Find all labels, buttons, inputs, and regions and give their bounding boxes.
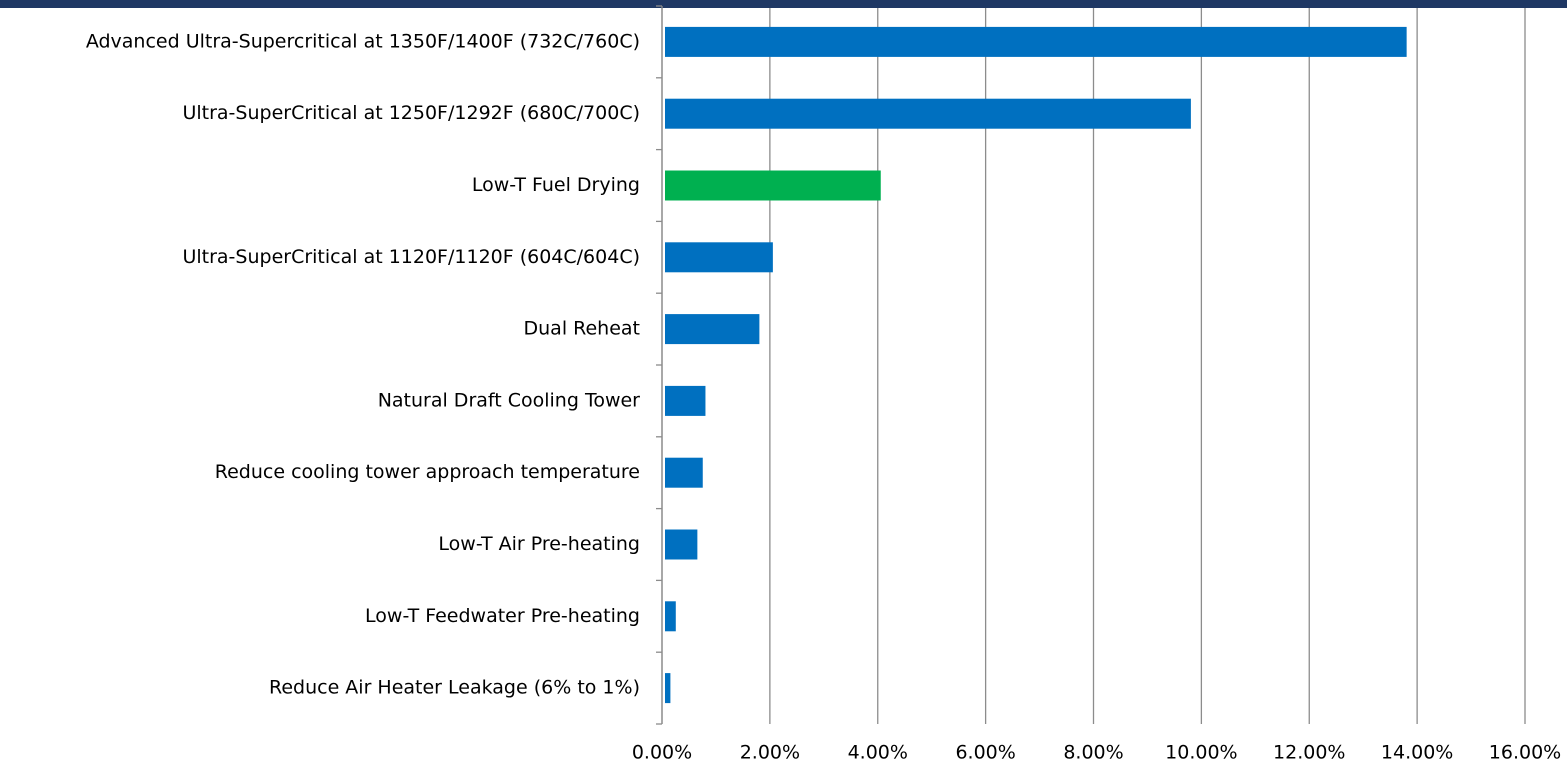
bar (665, 457, 703, 488)
y-tick-label: Low-T Fuel Drying (472, 174, 640, 196)
x-tick-label: 6.00% (955, 742, 1015, 764)
bar (665, 98, 1191, 129)
x-tick-label: 4.00% (848, 742, 908, 764)
x-tick-label: 0.00% (632, 742, 692, 764)
bar (665, 242, 773, 273)
top-band (0, 0, 1567, 8)
bar (665, 385, 706, 416)
bar (665, 314, 760, 345)
y-tick-label: Ultra-SuperCritical at 1250F/1292F (680C… (182, 102, 640, 124)
x-tick-label: 16.00% (1489, 742, 1561, 764)
bar (665, 529, 698, 560)
y-tick-label: Reduce Air Heater Leakage (6% to 1%) (269, 677, 640, 699)
y-tick-label: Dual Reheat (524, 318, 641, 340)
y-tick-label: Natural Draft Cooling Tower (378, 389, 640, 411)
y-tick-label: Ultra-SuperCritical at 1120F/1120F (604C… (182, 246, 640, 268)
y-tick-label: Reduce cooling tower approach temperatur… (215, 461, 640, 483)
x-tick-label: 12.00% (1273, 742, 1345, 764)
bar (665, 673, 671, 704)
x-tick-label: 14.00% (1381, 742, 1453, 764)
y-tick-label: Low-T Feedwater Pre-heating (365, 605, 640, 627)
bar (665, 26, 1407, 57)
y-tick-label: Advanced Ultra-Supercritical at 1350F/14… (86, 30, 640, 52)
x-tick-label: 2.00% (740, 742, 800, 764)
x-tick-label: 8.00% (1063, 742, 1123, 764)
bar (665, 601, 676, 632)
y-tick-label: Low-T Air Pre-heating (438, 533, 640, 555)
x-tick-label: 10.00% (1165, 742, 1237, 764)
bar (665, 170, 881, 201)
